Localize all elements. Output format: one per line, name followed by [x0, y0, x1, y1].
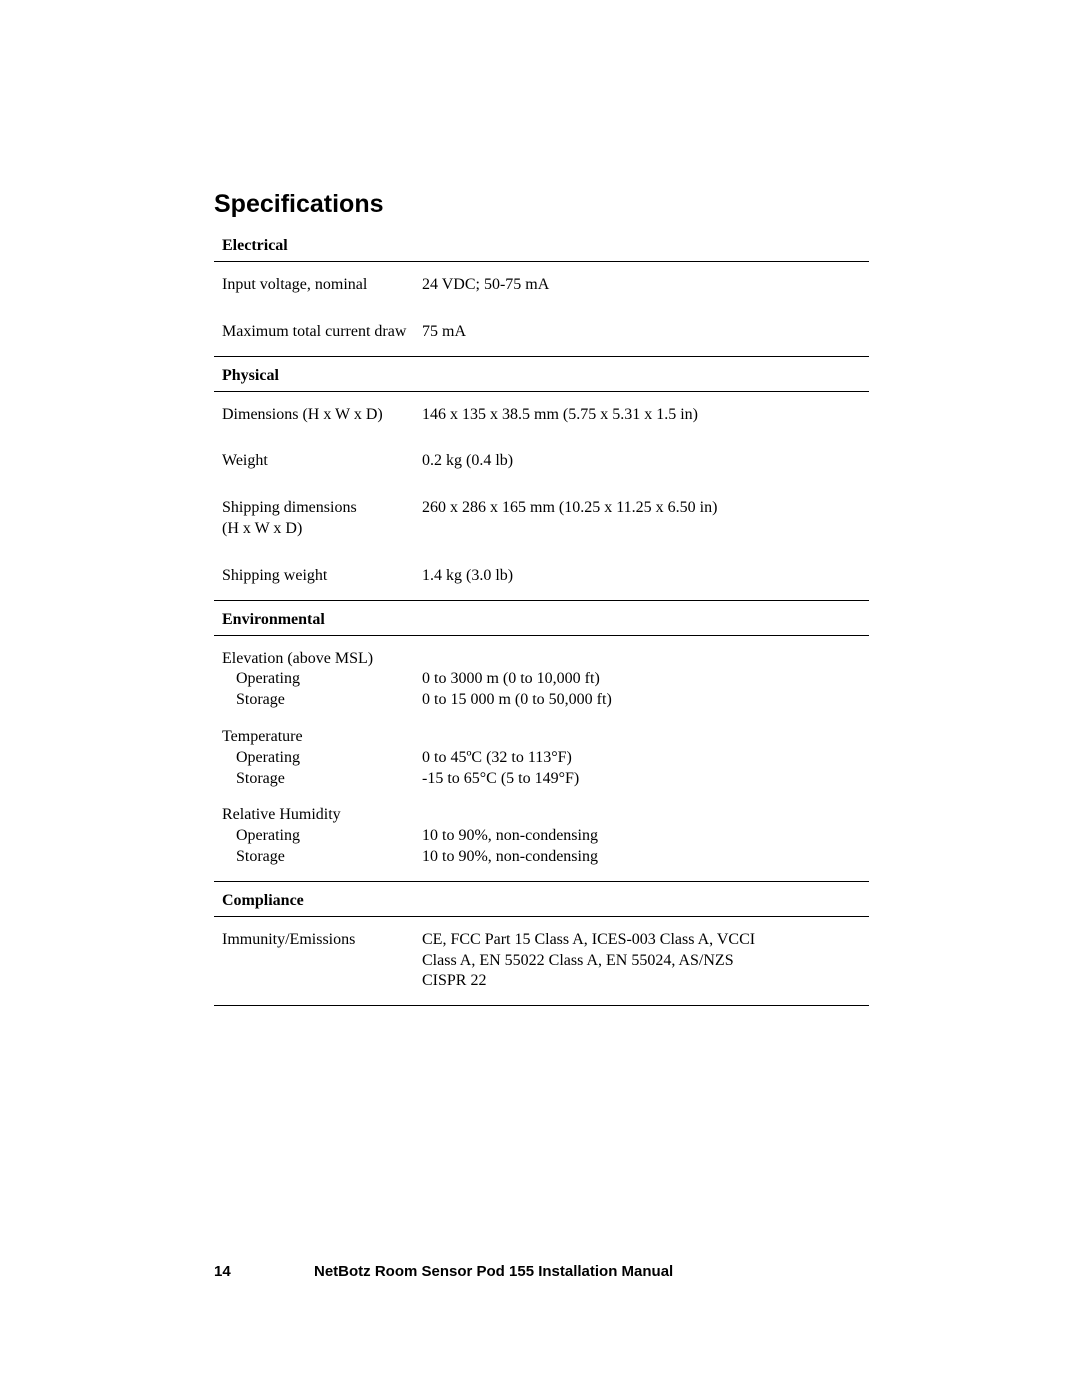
env-line: Operating 0 to 45ºC (32 to 113°F) [222, 748, 869, 769]
spec-row: Input voltage, nominal 24 VDC; 50-75 mA [214, 262, 869, 309]
section-header-electrical: Electrical [214, 233, 869, 262]
env-line: Operating 10 to 90%, non-condensing [222, 826, 869, 847]
spec-label: Weight [222, 451, 422, 472]
env-value: -15 to 65°C (5 to 149°F) [422, 769, 869, 790]
env-group-title: Temperature [222, 727, 869, 748]
spec-value: 146 x 135 x 38.5 mm (5.75 x 5.31 x 1.5 i… [422, 405, 869, 426]
section-header-physical: Physical [214, 357, 869, 392]
env-group-title: Relative Humidity [222, 805, 869, 826]
env-value: 0 to 3000 m (0 to 10,000 ft) [422, 669, 869, 690]
spec-row: Dimensions (H x W x D) 146 x 135 x 38.5 … [214, 392, 869, 439]
page-heading: Specifications [214, 190, 869, 219]
section-body-environmental: Elevation (above MSL) Operating 0 to 300… [214, 636, 869, 882]
spec-row: Weight 0.2 kg (0.4 lb) [214, 438, 869, 485]
spec-label: Input voltage, nominal [222, 275, 422, 296]
env-line: Operating 0 to 3000 m (0 to 10,000 ft) [222, 669, 869, 690]
env-line: Storage 10 to 90%, non-condensing [222, 847, 869, 868]
page: Specifications Electrical Input voltage,… [0, 0, 1080, 1397]
section-body-electrical: Input voltage, nominal 24 VDC; 50-75 mA … [214, 262, 869, 357]
spec-row: Maximum total current draw 75 mA [214, 309, 869, 356]
env-group: Elevation (above MSL) Operating 0 to 300… [214, 636, 869, 719]
footer-title: NetBotz Room Sensor Pod 155 Installation… [314, 1263, 673, 1280]
env-label: Operating [222, 669, 422, 690]
spec-row: Shipping weight 1.4 kg (3.0 lb) [214, 553, 869, 600]
spec-value: CE, FCC Part 15 Class A, ICES-003 Class … [422, 930, 782, 992]
env-value: 10 to 90%, non-condensing [422, 826, 869, 847]
section-body-physical: Dimensions (H x W x D) 146 x 135 x 38.5 … [214, 392, 869, 601]
env-group: Temperature Operating 0 to 45ºC (32 to 1… [214, 719, 869, 797]
env-line: Storage -15 to 65°C (5 to 149°F) [222, 769, 869, 790]
env-line: Storage 0 to 15 000 m (0 to 50,000 ft) [222, 690, 869, 711]
env-group: Relative Humidity Operating 10 to 90%, n… [214, 797, 869, 880]
env-label: Storage [222, 690, 422, 711]
page-number: 14 [214, 1263, 314, 1280]
spec-label: Dimensions (H x W x D) [222, 405, 422, 426]
content-area: Specifications Electrical Input voltage,… [214, 190, 869, 1006]
env-group-title: Elevation (above MSL) [222, 649, 869, 670]
env-label: Storage [222, 769, 422, 790]
spec-row: Shipping dimensions (H x W x D) 260 x 28… [214, 485, 869, 553]
env-value: 10 to 90%, non-condensing [422, 847, 869, 868]
spec-label: Maximum total current draw [222, 322, 422, 343]
section-body-compliance: Immunity/Emissions CE, FCC Part 15 Class… [214, 917, 869, 1006]
env-label: Storage [222, 847, 422, 868]
env-value: 0 to 15 000 m (0 to 50,000 ft) [422, 690, 869, 711]
spec-label: Shipping dimensions (H x W x D) [222, 498, 422, 540]
env-value: 0 to 45ºC (32 to 113°F) [422, 748, 869, 769]
spec-label: Shipping weight [222, 566, 422, 587]
page-footer: 14 NetBotz Room Sensor Pod 155 Installat… [214, 1263, 869, 1280]
env-label: Operating [222, 748, 422, 769]
spec-value: 24 VDC; 50-75 mA [422, 275, 869, 296]
spec-value: 75 mA [422, 322, 869, 343]
spec-label: Immunity/Emissions [222, 930, 422, 992]
spec-value: 0.2 kg (0.4 lb) [422, 451, 869, 472]
env-label: Operating [222, 826, 422, 847]
spec-row: Immunity/Emissions CE, FCC Part 15 Class… [214, 917, 869, 1005]
spec-value: 1.4 kg (3.0 lb) [422, 566, 869, 587]
spec-value: 260 x 286 x 165 mm (10.25 x 11.25 x 6.50… [422, 498, 869, 540]
section-header-environmental: Environmental [214, 601, 869, 636]
section-header-compliance: Compliance [214, 882, 869, 917]
